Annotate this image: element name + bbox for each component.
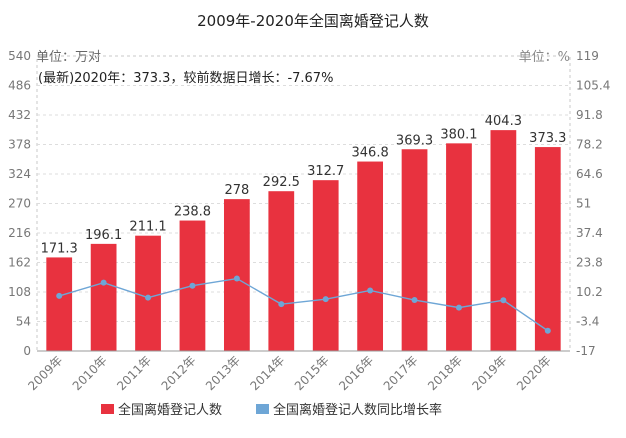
bar bbox=[357, 161, 384, 351]
right-axis-tick-label: -17 bbox=[576, 344, 596, 358]
bar-labels-layer: 171.3 196.1 211.1 238.8 278 292.5 312.7 346.8 36… bbox=[41, 114, 567, 256]
latest-annotation: (最新)2020年：373.3，较前数据日增长：-7.67% bbox=[38, 70, 333, 86]
left-axis-tick-label: 270 bbox=[8, 197, 31, 211]
left-axis-tick-label: 0 bbox=[23, 344, 31, 358]
x-axis-tick-label: 2019年 bbox=[470, 353, 510, 393]
x-axis-tick-label: 2015年 bbox=[292, 353, 332, 393]
growth-point bbox=[500, 297, 507, 304]
bar bbox=[401, 149, 428, 351]
bar bbox=[490, 130, 517, 351]
right-axis-tick-label: 91.8 bbox=[576, 108, 603, 122]
bar bbox=[268, 191, 295, 351]
growth-line bbox=[59, 277, 549, 332]
bar bbox=[446, 143, 472, 351]
growth-point bbox=[145, 294, 152, 301]
x-axis-tick-label: 2013年 bbox=[203, 353, 243, 393]
bar-value-label: 404.3 bbox=[485, 114, 522, 129]
left-axis-tick-label: 378 bbox=[8, 138, 31, 152]
bars-layer bbox=[46, 130, 561, 351]
bar-value-label: 380.1 bbox=[440, 127, 477, 142]
x-axis-tick-label: 2009年 bbox=[25, 353, 65, 393]
legend-bar-label: 全国离婚登记人数 bbox=[118, 402, 222, 418]
bar-value-label: 346.8 bbox=[352, 146, 389, 161]
x-axis-tick-label: 2011年 bbox=[114, 353, 154, 393]
x-axis-tick-label: 2018年 bbox=[425, 353, 465, 393]
bar bbox=[90, 243, 117, 351]
left-axis-tick-label: 162 bbox=[8, 256, 31, 270]
right-unit-label: 单位：% bbox=[519, 50, 570, 65]
bar-value-label: 238.8 bbox=[174, 205, 211, 220]
legend-line-swatch bbox=[256, 404, 269, 414]
legend-bar-swatch bbox=[101, 404, 114, 414]
left-axis-tick-label: 432 bbox=[8, 108, 31, 122]
left-axis-tick-label: 486 bbox=[8, 79, 31, 93]
bar-value-label: 373.3 bbox=[529, 131, 566, 146]
growth-point bbox=[233, 275, 240, 282]
growth-point bbox=[367, 287, 374, 294]
left-axis-tick-label: 540 bbox=[8, 49, 31, 63]
bar-value-label: 196.1 bbox=[85, 228, 122, 243]
growth-point bbox=[56, 292, 63, 299]
right-axis-tick-label: 64.6 bbox=[576, 167, 603, 181]
left-axis-tick-label: 108 bbox=[8, 285, 31, 299]
x-axis-tick-label: 2016年 bbox=[336, 353, 376, 393]
bar bbox=[223, 199, 250, 351]
bar-value-label: 369.3 bbox=[396, 133, 433, 148]
bar bbox=[135, 235, 161, 351]
bar bbox=[534, 147, 561, 351]
left-axis: 0 54 108 162 216 270 324 378 432 486 540 bbox=[8, 49, 31, 358]
right-axis-tick-label: 23.8 bbox=[576, 256, 603, 270]
x-axis-tick-label: 2010年 bbox=[70, 353, 110, 393]
left-axis-tick-label: 324 bbox=[8, 167, 31, 181]
grid-lines bbox=[37, 85, 570, 322]
growth-line-layer bbox=[56, 275, 551, 334]
x-axis-tick-label: 2014年 bbox=[247, 353, 287, 393]
legend: 全国离婚登记人数 全国离婚登记人数同比增长率 bbox=[101, 402, 442, 418]
x-axis-tick-label: 2020年 bbox=[514, 353, 554, 393]
left-axis-tick-label: 216 bbox=[8, 226, 31, 240]
left-unit-label: 单位：万对 bbox=[36, 50, 101, 65]
right-axis-tick-label: 78.2 bbox=[576, 138, 603, 152]
growth-point bbox=[189, 282, 196, 289]
right-axis-tick-label: 51 bbox=[576, 197, 591, 211]
bar-value-label: 171.3 bbox=[41, 241, 78, 256]
legend-line-label: 全国离婚登记人数同比增长率 bbox=[273, 402, 442, 418]
right-axis-tick-label: 105.4 bbox=[576, 79, 610, 93]
x-axis: 2009年 2010年 2011年 2012年 2013年 2014年 2015年 2016年… bbox=[25, 350, 570, 393]
growth-point bbox=[278, 301, 285, 308]
growth-point bbox=[455, 304, 462, 311]
growth-point bbox=[544, 327, 551, 334]
bar-value-label: 211.1 bbox=[129, 220, 166, 235]
right-axis-tick-label: 10.2 bbox=[576, 285, 603, 299]
growth-point bbox=[411, 297, 418, 304]
growth-point bbox=[100, 279, 107, 286]
x-axis-tick-label: 2012年 bbox=[159, 353, 199, 393]
chart-title: 2009年-2020年全国离婚登记人数 bbox=[197, 12, 429, 30]
x-axis-tick-label: 2017年 bbox=[381, 353, 421, 393]
growth-point bbox=[322, 296, 329, 303]
right-axis: -17 -3.4 10.2 23.8 37.4 51 64.6 78.2 91.8 105.4 11… bbox=[576, 49, 610, 358]
bar-value-label: 278 bbox=[224, 183, 249, 198]
bar bbox=[312, 180, 339, 351]
bar-value-label: 292.5 bbox=[263, 175, 300, 190]
right-axis-tick-label: 37.4 bbox=[576, 226, 603, 240]
left-axis-tick-label: 54 bbox=[16, 315, 31, 329]
right-axis-tick-label: 119 bbox=[576, 49, 599, 63]
bar bbox=[46, 257, 73, 351]
right-axis-tick-label: -3.4 bbox=[576, 315, 599, 329]
bar-value-label: 312.7 bbox=[307, 164, 344, 179]
